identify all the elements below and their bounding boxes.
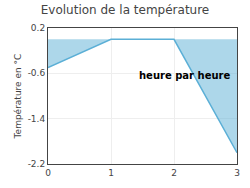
svg-text:heure par heure: heure par heure [139, 70, 230, 81]
svg-text:0: 0 [45, 168, 51, 178]
svg-text:1: 1 [108, 168, 114, 178]
svg-text:0.2: 0.2 [31, 23, 45, 33]
svg-text:-1.4: -1.4 [28, 114, 46, 124]
svg-text:Evolution de la température: Evolution de la température [41, 3, 210, 17]
svg-text:-0.6: -0.6 [28, 68, 46, 78]
svg-text:-2.2: -2.2 [28, 159, 46, 169]
svg-text:Température en °C: Température en °C [13, 54, 23, 140]
svg-text:2: 2 [171, 168, 177, 178]
svg-text:3: 3 [234, 168, 240, 178]
